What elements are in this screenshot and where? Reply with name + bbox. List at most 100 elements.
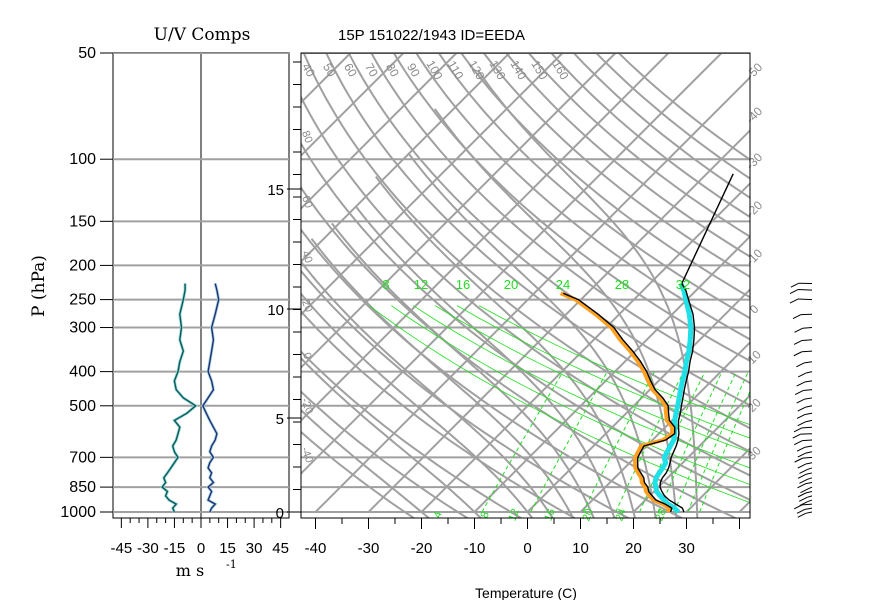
skewt-panel-title: 15P 151022/1943 ID=EEDA (338, 27, 525, 44)
wind-barb-flag (797, 406, 806, 412)
wind-barb-flag (789, 298, 799, 304)
wind-barb-flag (797, 473, 807, 479)
skewt-right-isotherm-label: -50 (743, 60, 765, 82)
mixing-ratio-label: 16 (456, 277, 470, 292)
wind-barb-flag (797, 512, 806, 518)
temperature-profile (659, 173, 734, 513)
wind-barb-flag (800, 488, 809, 494)
skewt-moist-adiabat (310, 238, 575, 518)
skewt-dry-adiabat (301, 141, 750, 501)
wind-barb-flag (793, 351, 803, 357)
skewt-mixing-ratio-line (481, 371, 564, 513)
skewt-bottom-green-label: 24 (613, 507, 628, 523)
temperature-tick-label: -30 (358, 540, 380, 557)
skewt-equiv-potential-line (434, 305, 750, 453)
wind-barb-shaft (803, 389, 813, 392)
uv-pressure-gridlines (113, 53, 289, 513)
wind-barb-shaft (802, 503, 813, 506)
skewt-profiles (559, 173, 734, 514)
v-component-line (161, 283, 197, 513)
skewt-dry-adiabat (325, 53, 750, 430)
wind-barb-shaft (805, 491, 813, 494)
skewt-dry-adiabat (527, 53, 750, 238)
wind-barb-flag (796, 414, 806, 419)
skewt-mixing-ratio-line (687, 371, 749, 513)
skewt-dry-adiabat (301, 430, 416, 518)
u-component-line (201, 283, 220, 513)
wind-barb-flag (792, 314, 802, 320)
skewt-dry-adiabat (617, 53, 750, 161)
dry-adiabat-label: 150 (528, 58, 550, 83)
skewt-right-isotherm-label: -30 (743, 150, 765, 172)
dry-adiabat-label: 90 (404, 61, 423, 80)
skewt-dry-adiabat (594, 53, 750, 180)
temperature-tick-label: 20 (625, 540, 642, 557)
skewt-dry-adiabat (370, 53, 750, 385)
pressure-tick-label: 850 (69, 479, 96, 496)
skewt-dry-adiabat (301, 228, 684, 518)
wind-barb-shaft (802, 439, 813, 442)
skewt-moist-adiabat (476, 69, 699, 518)
skewt-moist-adiabat (433, 108, 678, 518)
skewt-isotherm (420, 182, 750, 513)
skewt-isotherm (473, 235, 750, 513)
skewt-right-isotherm-label: 0 (747, 302, 762, 317)
skewt-isotherm (685, 447, 750, 513)
wind-barb-shaft (802, 327, 813, 329)
uv-xaxis-tick-label: -15 (164, 540, 186, 557)
skewt-left-grey-label: 20 (299, 298, 314, 314)
wind-barb-column (789, 282, 813, 518)
temperature-tick-label: 0 (523, 540, 531, 557)
pressure-tick-label: 150 (69, 213, 96, 230)
wind-barb-flag (799, 501, 808, 507)
wind-barb-flag (797, 372, 807, 378)
uv-xaxis-tick-label: 15 (219, 540, 236, 557)
skewt-equiv-potential-line (369, 305, 750, 503)
wind-barb-flag (799, 468, 808, 474)
skewt-right-isotherm-label: -20 (743, 198, 765, 220)
skewt-moist-adiabat (301, 408, 431, 518)
wind-barb-flag (793, 339, 803, 345)
dewpoint-shaded-profile (559, 291, 675, 513)
wind-barb-shaft (807, 467, 813, 470)
skewt-isotherm (301, 53, 617, 369)
skewt-dry-adiabat (301, 185, 738, 518)
wind-barb-shaft (805, 405, 813, 408)
skewt-right-isotherm-label: -40 (743, 104, 765, 126)
wind-barb-shaft (807, 499, 813, 503)
skewt-isotherm (738, 500, 750, 513)
skewt-isotherm (367, 129, 750, 513)
skewt-dry-adiabat (437, 53, 750, 320)
skewt-isotherm (301, 53, 511, 263)
skewt-bottom-green-label: 28 (653, 507, 668, 523)
uv-series (160, 283, 221, 513)
wind-barb-shaft (801, 426, 813, 429)
pressure-tick-label: 700 (69, 449, 96, 466)
dry-adiabat-label: 140 (507, 58, 529, 83)
skewt-background-grid (301, 53, 750, 518)
wind-barb-shaft (802, 456, 813, 459)
skewt-isotherm (301, 53, 458, 210)
temperature-tick-label: -10 (464, 540, 486, 557)
wind-barb-flag (792, 433, 801, 439)
uv-xaxis-label-exponent: -1 (226, 558, 237, 571)
wind-barb-shaft (801, 339, 813, 341)
skewt-dry-adiabat (302, 53, 750, 453)
temperature-axis-ticks: -40 -30 -20 -10 0 10 20 30 (305, 518, 740, 557)
skewt-moist-adiabat (375, 175, 637, 518)
skewt-dry-adiabat (415, 53, 750, 341)
skewt-dry-adiabat (572, 53, 750, 199)
uv-xaxis-tick-label: 45 (272, 540, 289, 557)
wind-barb-flag (796, 446, 806, 452)
wind-barb-flag (796, 508, 806, 514)
dry-adiabat-label: 100 (423, 58, 445, 83)
wind-barb-flag (794, 390, 804, 395)
skewt-right-isotherm-label: 10 (744, 347, 764, 367)
wind-barb-flag (794, 327, 803, 333)
wind-barb-shaft (804, 507, 813, 510)
skewt-left-grey-label: 60 (299, 194, 314, 210)
skewt-isotherm (301, 53, 723, 475)
wind-barb-flag (797, 492, 807, 498)
